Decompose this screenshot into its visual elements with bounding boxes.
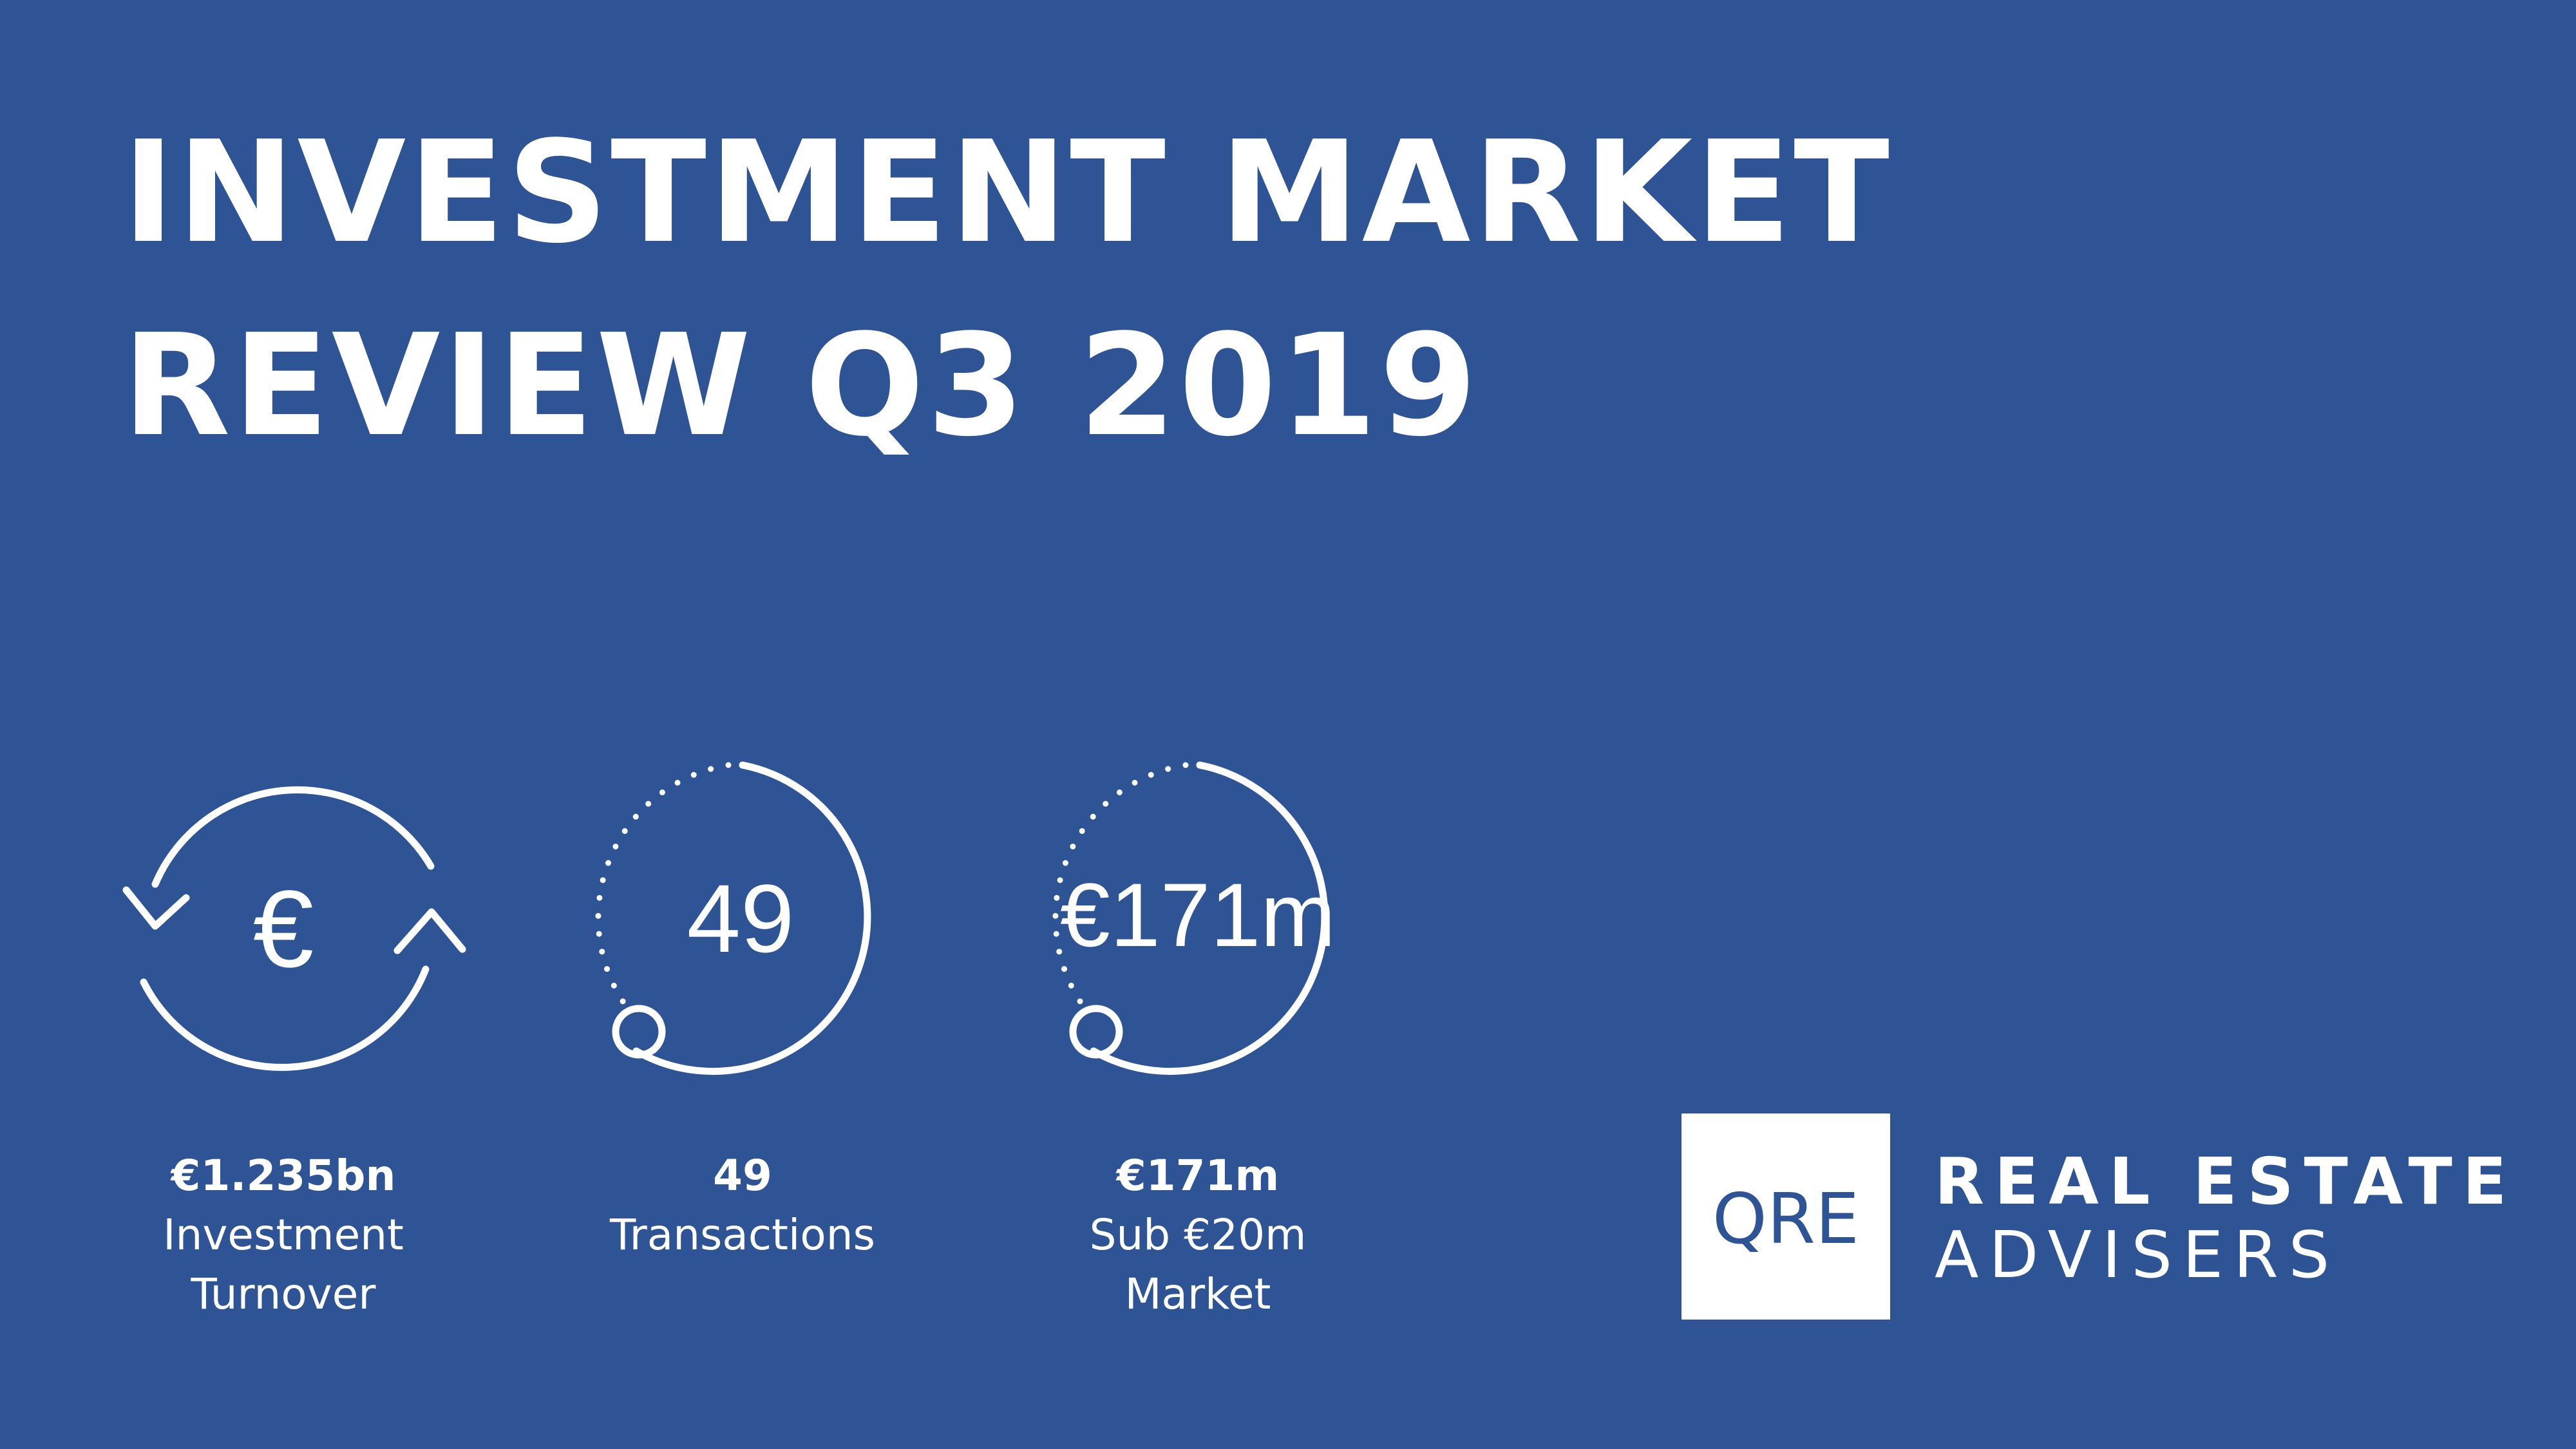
logo-mark: QRE [1712,1179,1860,1260]
stat-2-dial-icon: 49 [567,747,914,1095]
stat-1-value: €1.235bn [171,1151,396,1200]
stat-2-caption: 49 Transactions [549,1146,936,1265]
page-title: INVESTMENT MARKET REVIEW Q3 2019 [122,97,1892,483]
stat-2-value: 49 [713,1151,772,1200]
company-name: REAL ESTATE ADVISERS [1935,1146,2517,1291]
company-name-line-1: REAL ESTATE [1935,1144,2517,1219]
stat-3-label-line-2: Market [1124,1269,1271,1319]
stat-1-icon-text: € [252,868,314,990]
company-logo: QRE [1681,1113,1890,1320]
stat-3-caption: €171m Sub €20m Market [1005,1146,1391,1324]
stat-3-icon-text: €171m [1059,864,1336,965]
stat-1-caption: €1.235bn Investment Turnover [90,1146,477,1324]
stat-3-dial-icon: €171m [1024,747,1372,1095]
stat-3-label-line-1: Sub €20m [1089,1210,1307,1260]
stat-1-label-line-2: Turnover [191,1269,376,1319]
company-name-line-2: ADVISERS [1935,1217,2340,1293]
stat-2-label-line-1: Transactions [610,1210,875,1260]
title-line-2: REVIEW Q3 2019 [122,305,1480,468]
stat-2-icon-text: 49 [687,864,795,972]
stat-1-label-line-1: Investment [163,1210,404,1260]
title-line-1: INVESTMENT MARKET [122,111,1892,274]
stat-3-value: €171m [1116,1151,1280,1200]
euro-refresh-icon: € [90,760,477,1095]
